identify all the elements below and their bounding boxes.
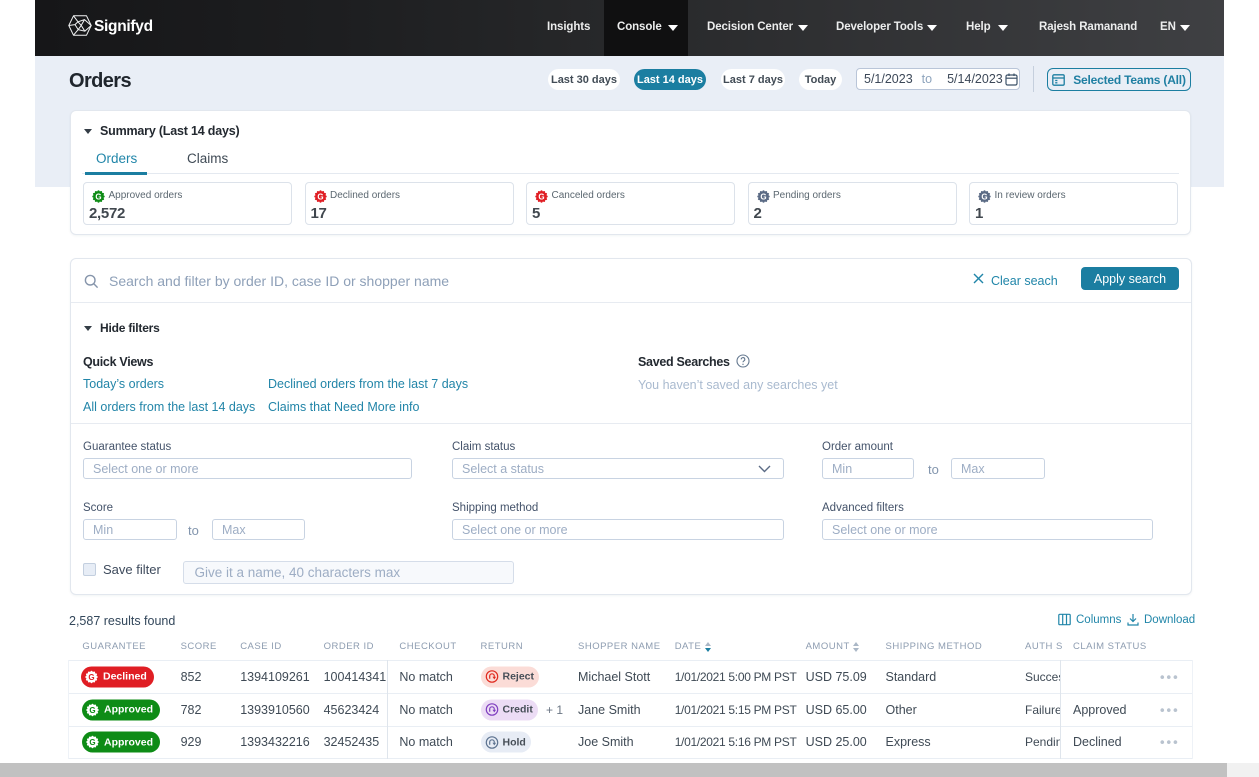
- svg-text:G: G: [981, 192, 987, 201]
- svg-text:G: G: [538, 192, 544, 201]
- svg-text:G: G: [89, 705, 95, 714]
- svg-text:G: G: [89, 738, 95, 747]
- svg-text:G: G: [760, 192, 766, 201]
- svg-text:G: G: [88, 672, 94, 681]
- svg-text:G: G: [317, 192, 323, 201]
- svg-text:G: G: [95, 192, 101, 201]
